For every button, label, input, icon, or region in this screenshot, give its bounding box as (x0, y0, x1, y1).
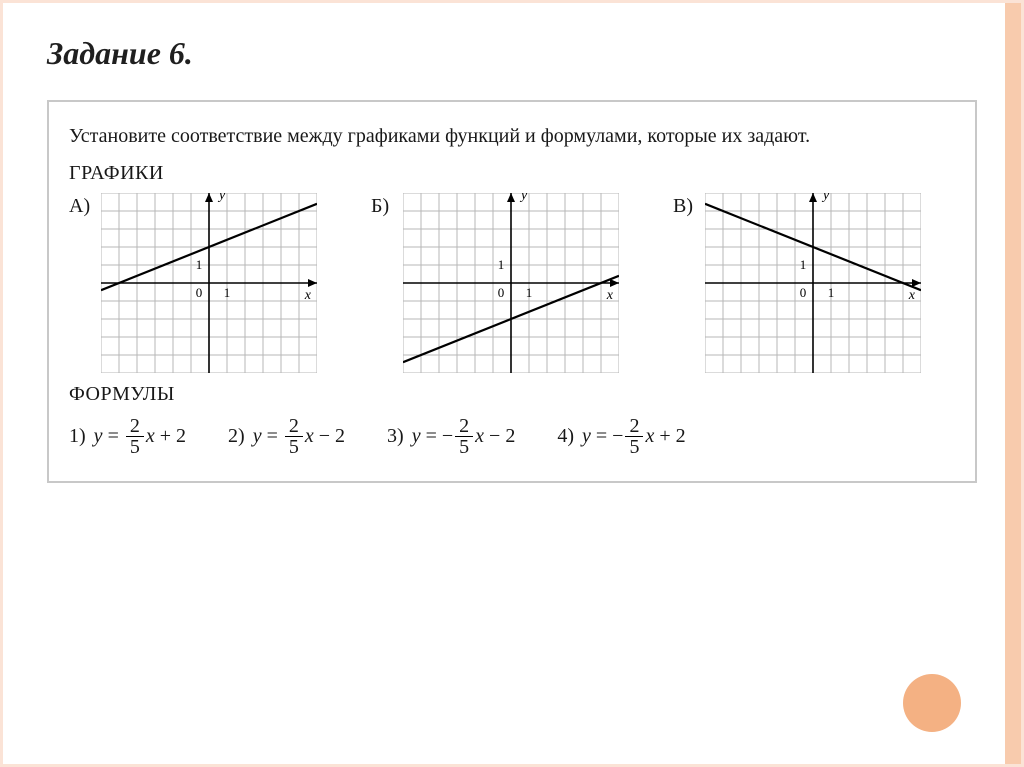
chart-label-a: А) (69, 193, 95, 218)
chart-c-svg: 0 1 1 y x (705, 193, 921, 373)
svg-text:0: 0 (800, 285, 807, 300)
formula-2: 2) y = 25 x − 2 (228, 416, 345, 457)
svg-text:0: 0 (498, 285, 505, 300)
chart-a: А) 0 1 1 y x (69, 193, 317, 373)
chart-b-svg: 0 1 1 y x (403, 193, 619, 373)
chart-c: В) 0 1 1 y x (673, 193, 921, 373)
formula-2-num: 2) (228, 425, 245, 448)
fraction-icon: 25 (126, 416, 144, 457)
section-graphs-head: ГРАФИКИ (69, 162, 955, 185)
slide-frame: Задание 6. Установите соответствие между… (0, 0, 1024, 767)
problem-box: Установите соответствие между графиками … (47, 100, 977, 483)
chart-b: Б) 0 1 1 y x (371, 193, 619, 373)
svg-text:x: x (908, 288, 916, 303)
frame-accent-right (1005, 3, 1021, 764)
svg-text:1: 1 (800, 257, 807, 272)
svg-text:y: y (217, 193, 226, 203)
formula-4-num: 4) (557, 425, 574, 448)
decorative-circle-icon (903, 674, 961, 732)
svg-text:y: y (519, 193, 528, 203)
fraction-icon: 25 (625, 416, 643, 457)
svg-text:0: 0 (196, 285, 203, 300)
formula-3: 3) y = − 25 x − 2 (387, 416, 515, 457)
svg-text:1: 1 (498, 257, 505, 272)
formula-1-expr: y = 25 x + 2 (94, 416, 186, 457)
formula-2-expr: y = 25 x − 2 (253, 416, 345, 457)
page-title: Задание 6. (47, 35, 977, 72)
slide-content: Задание 6. Установите соответствие между… (47, 35, 977, 483)
instruction-text: Установите соответствие между графиками … (69, 122, 955, 150)
chart-label-b: Б) (371, 193, 397, 218)
formula-1: 1) y = 25 x + 2 (69, 416, 186, 457)
svg-text:1: 1 (196, 257, 203, 272)
svg-text:1: 1 (828, 285, 835, 300)
svg-text:y: y (821, 193, 830, 203)
svg-text:x: x (304, 288, 312, 303)
formula-3-expr: y = − 25 x − 2 (412, 416, 516, 457)
formula-4: 4) y = − 25 x + 2 (557, 416, 685, 457)
formula-4-expr: y = − 25 x + 2 (582, 416, 686, 457)
charts-row: А) 0 1 1 y x Б) 0 1 1 y x В) 0 1 1 y x (69, 193, 955, 373)
formulas-row: 1) y = 25 x + 2 2) y = 25 x − 2 (69, 416, 955, 457)
svg-text:1: 1 (224, 285, 231, 300)
svg-text:1: 1 (526, 285, 533, 300)
fraction-icon: 25 (285, 416, 303, 457)
fraction-icon: 25 (455, 416, 473, 457)
chart-label-c: В) (673, 193, 699, 218)
svg-text:x: x (606, 288, 614, 303)
section-formulas-head: ФОРМУЛЫ (69, 383, 955, 406)
chart-a-svg: 0 1 1 y x (101, 193, 317, 373)
formula-3-num: 3) (387, 425, 404, 448)
formula-1-num: 1) (69, 425, 86, 448)
